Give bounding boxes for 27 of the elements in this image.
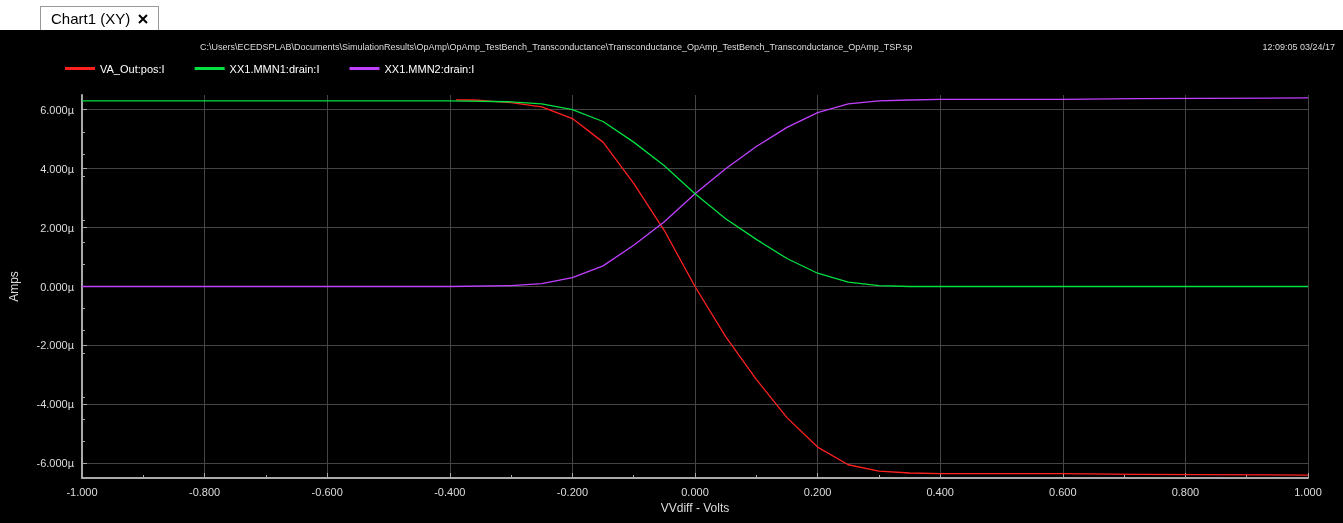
x-tick-label: 1.000 (1294, 485, 1322, 498)
y-tick-label: 2.000µ (40, 221, 75, 234)
text: C:\Users\ECEDSPLAB\Documents\SimulationResults\OpAmp\OpAmp_TestBench_Transconductance\Transconductance_OpAmp_TestBench_Transconductance_OpAmp_TSP.sp (200, 41, 913, 52)
y-tick-label: -4.000µ (36, 398, 75, 411)
y-tick-label: -6.000µ (36, 457, 75, 470)
legend-label: XX1.MMN2:drain:I (384, 62, 475, 75)
x-tick-label: 0.400 (926, 485, 954, 498)
caption: Chart1 (XY) (51, 10, 131, 27)
x-tick-label: -0.200 (556, 485, 588, 498)
y-tick-label: 4.000µ (40, 162, 75, 175)
y-tick-label: -2.000µ (36, 339, 75, 352)
legend-label: XX1.MMN1:drain:I (229, 62, 320, 75)
x-tick-label: 0.000 (681, 485, 709, 498)
legend-label: VA_Out:pos:I (100, 62, 165, 75)
x-tick-label: 0.600 (1049, 485, 1077, 498)
x-tick-label: -1.000 (66, 485, 98, 498)
x-axis-title: VVdiff - Volts (660, 500, 730, 515)
x-tick-label: 0.800 (1171, 485, 1200, 498)
x-tick-label: -0.600 (311, 485, 343, 498)
x-tick-label: -0.400 (434, 485, 466, 498)
line-series (455, 99, 1309, 476)
text: 12:09:05 03/24/17 (1262, 41, 1336, 52)
y-tick-label: 0.000µ (40, 280, 75, 293)
y-axis-title: Amps (7, 271, 21, 302)
x-tick-label: 0.200 (803, 485, 832, 498)
y-tick-label: 6.000µ (40, 103, 75, 116)
x-tick-label: -0.800 (189, 485, 221, 498)
